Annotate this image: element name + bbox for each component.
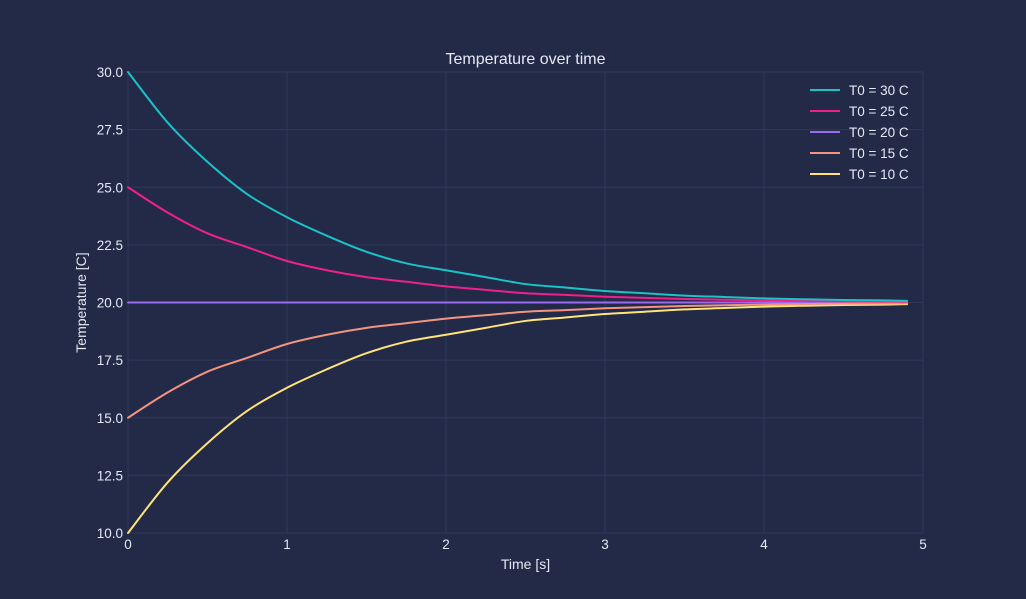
legend-label: T0 = 20 C (849, 125, 909, 140)
y-tick-label: 27.5 (97, 123, 123, 138)
legend: T0 = 30 C T0 = 25 C T0 = 20 C T0 = 15 C T0 =… (810, 83, 909, 182)
legend-label: T0 = 30 C (849, 83, 909, 98)
y-tick-label: 15.0 (97, 411, 123, 426)
legend-label: T0 = 10 C (849, 167, 909, 182)
legend-label: T0 = 15 C (849, 146, 909, 161)
x-tick-label: 2 (442, 537, 450, 552)
y-tick-label: 25.0 (97, 180, 123, 195)
chart-title: Temperature over time (445, 51, 605, 68)
y-tick-label: 22.5 (97, 238, 123, 253)
tick-labels: 0 1 2 3 4 5 10.0 12.5 15.0 17.5 20.0 22.5 25.0 27.5 30… (97, 65, 927, 552)
y-tick-label: 12.5 (97, 468, 123, 483)
y-tick-label: 30.0 (97, 65, 123, 80)
x-axis-title: Time [s] (501, 556, 550, 572)
x-tick-label: 3 (601, 537, 609, 552)
series-lines (127, 71, 909, 534)
y-tick-label: 20.0 (97, 296, 123, 311)
series-line (127, 71, 909, 302)
x-tick-label: 4 (760, 537, 768, 552)
y-tick-label: 10.0 (97, 526, 123, 541)
y-axis-title: Temperature [C] (73, 252, 89, 352)
x-tick-label: 5 (919, 537, 927, 552)
y-tick-label: 17.5 (97, 353, 123, 368)
x-tick-label: 0 (124, 537, 132, 552)
x-tick-label: 1 (283, 537, 291, 552)
series-line (127, 186, 909, 303)
series-line (127, 303, 909, 534)
series-line (127, 302, 909, 419)
legend-label: T0 = 25 C (849, 104, 909, 119)
